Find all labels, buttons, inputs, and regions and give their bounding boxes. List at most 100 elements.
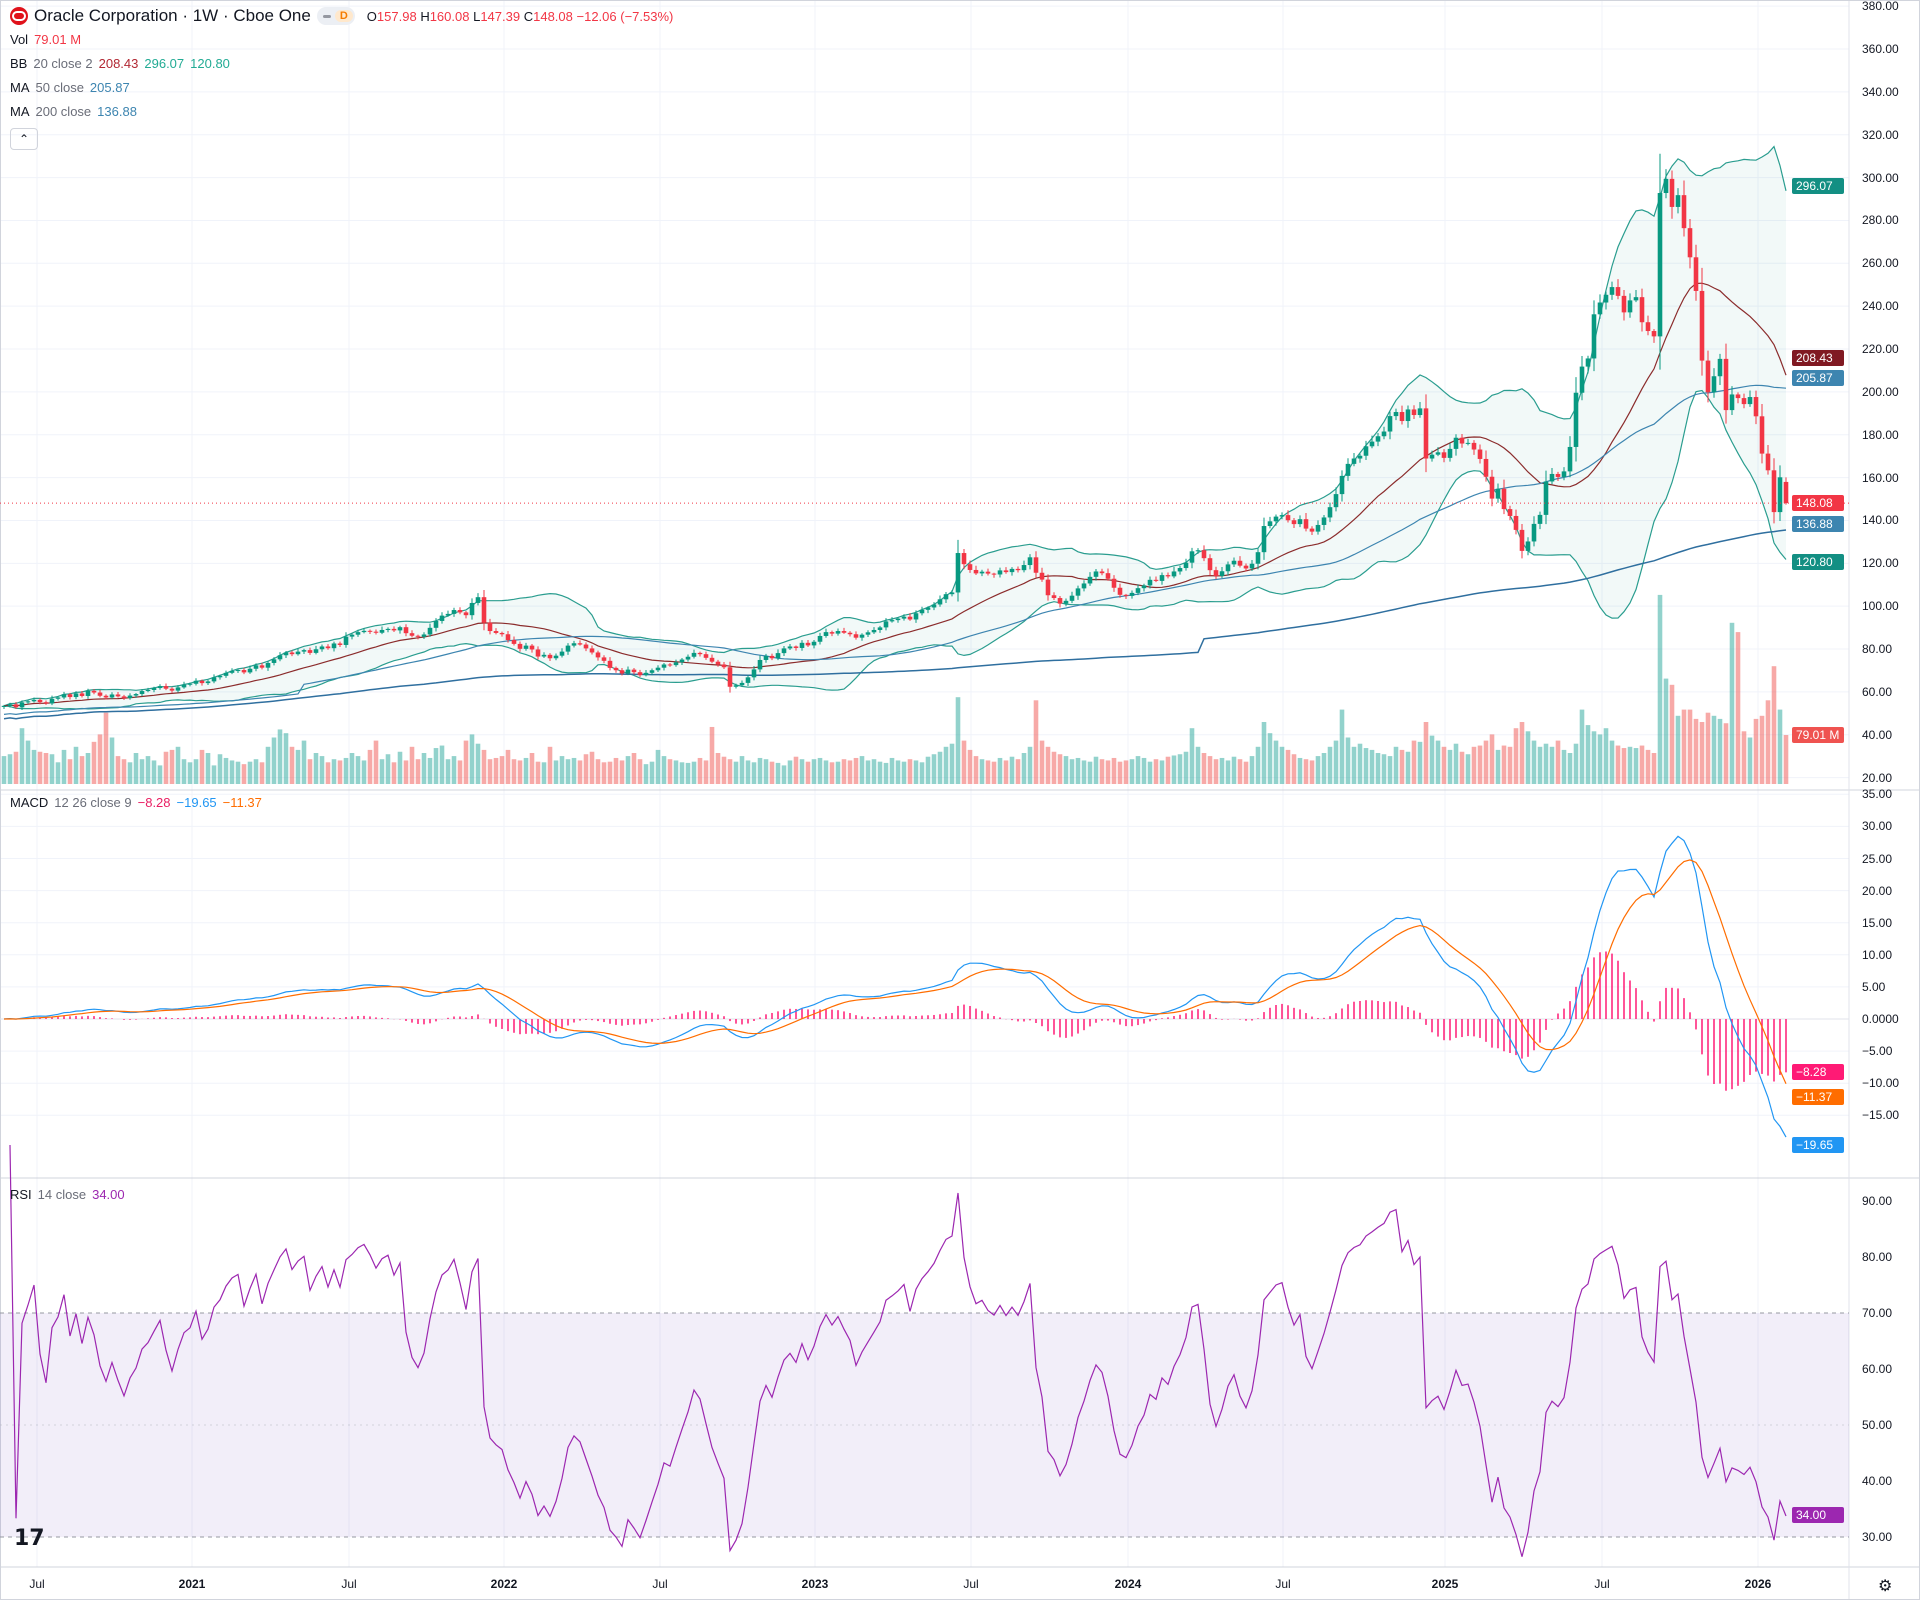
volume-legend[interactable]: Vol 79.01 M bbox=[10, 32, 81, 47]
time-axis-tick: Jul bbox=[652, 1577, 668, 1591]
candle bbox=[1603, 291, 1609, 310]
volume-bar bbox=[1453, 743, 1459, 784]
macd-axis-tick: −5.00 bbox=[1862, 1044, 1893, 1059]
ma50-legend[interactable]: MA 50 close 205.87 bbox=[10, 80, 130, 95]
bb-basis-line bbox=[3, 282, 1787, 707]
candle-body bbox=[1747, 397, 1753, 405]
ma200-legend[interactable]: MA 200 close 136.88 bbox=[10, 104, 137, 119]
candle-body bbox=[619, 670, 625, 674]
collapse-legend-button[interactable]: ⌃ bbox=[10, 128, 38, 150]
candle bbox=[1045, 574, 1051, 601]
volume-bar bbox=[1123, 760, 1129, 784]
volume-bar bbox=[1567, 753, 1573, 784]
volume-bar bbox=[67, 759, 73, 784]
time-axis-tick: Jul bbox=[29, 1577, 45, 1591]
bb-legend[interactable]: BB 20 close 2 208.43 296.07 120.80 bbox=[10, 56, 230, 71]
candle bbox=[1717, 353, 1723, 385]
candle-body bbox=[1609, 287, 1615, 295]
volume-bar bbox=[445, 759, 451, 784]
candle-body bbox=[475, 597, 481, 603]
candle bbox=[133, 693, 139, 698]
candle-body bbox=[883, 621, 889, 628]
volume-bar bbox=[157, 765, 163, 784]
candle-body bbox=[163, 686, 169, 689]
candle bbox=[1657, 153, 1663, 370]
volume-bar bbox=[391, 762, 397, 784]
candle-body bbox=[397, 627, 403, 631]
volume-bar bbox=[475, 743, 481, 784]
volume-bar bbox=[523, 757, 529, 784]
volume-bar bbox=[1021, 753, 1027, 784]
volume-bar bbox=[325, 762, 331, 784]
volume-bar bbox=[271, 737, 277, 784]
time-axis-tick: 2026 bbox=[1744, 1577, 1772, 1591]
candle-body bbox=[1297, 519, 1303, 525]
candle-body bbox=[991, 573, 997, 575]
candle-body bbox=[1411, 409, 1417, 416]
candle-body bbox=[175, 687, 181, 691]
candle bbox=[661, 663, 667, 671]
volume-bar bbox=[493, 757, 499, 784]
candle bbox=[205, 679, 211, 685]
candle-body bbox=[145, 689, 151, 692]
volume-bar bbox=[1291, 754, 1297, 784]
candle-body bbox=[1267, 521, 1273, 527]
time-axis-tick: 2021 bbox=[178, 1577, 206, 1591]
candle-body bbox=[871, 629, 877, 633]
volume-bar bbox=[1597, 734, 1603, 784]
candle-body bbox=[739, 682, 745, 686]
symbol-title[interactable]: Oracle Corporation · 1W · Cboe One bbox=[34, 6, 311, 25]
market-status-pill[interactable]: D bbox=[316, 7, 355, 25]
candle bbox=[1513, 509, 1519, 535]
candle-body bbox=[1075, 588, 1081, 596]
candle bbox=[727, 661, 733, 693]
candle bbox=[1507, 505, 1513, 521]
candle-body bbox=[1231, 560, 1237, 565]
candle-body bbox=[1615, 287, 1621, 296]
volume-bar bbox=[1069, 759, 1075, 784]
candle bbox=[775, 649, 781, 661]
macd-axis-tick: 35.00 bbox=[1862, 787, 1893, 802]
volume-bar bbox=[187, 762, 193, 784]
volume-bar bbox=[409, 746, 415, 784]
rsi-axis-tick: 60.00 bbox=[1862, 1362, 1893, 1376]
candle bbox=[895, 617, 901, 623]
candle-body bbox=[1069, 595, 1075, 601]
candle-body bbox=[1327, 507, 1333, 518]
candle-body bbox=[223, 672, 229, 676]
candle bbox=[7, 702, 13, 708]
candle bbox=[703, 651, 709, 660]
volume-bar bbox=[1225, 760, 1231, 784]
candle-body bbox=[751, 669, 757, 678]
macd-legend[interactable]: MACD 12 26 close 9 −8.28 −19.65 −11.37 bbox=[10, 795, 262, 810]
candle bbox=[1495, 483, 1501, 503]
volume-bar bbox=[1039, 740, 1045, 784]
volume-bar bbox=[205, 753, 211, 784]
candle-body bbox=[565, 645, 571, 652]
volume-bar bbox=[907, 759, 913, 784]
candle-body bbox=[733, 685, 739, 687]
volume-bar bbox=[1093, 756, 1099, 784]
candle bbox=[1351, 452, 1357, 467]
candle bbox=[1255, 548, 1261, 570]
candle-body bbox=[799, 642, 805, 648]
volume-bar bbox=[1, 756, 7, 784]
macd-axis-tick: −15.00 bbox=[1862, 1108, 1900, 1123]
volume-bar bbox=[1075, 757, 1081, 784]
ma200-badge: 136.88 bbox=[1792, 515, 1844, 532]
candle bbox=[1747, 390, 1753, 407]
price-axis-tick: 80.00 bbox=[1862, 642, 1893, 657]
candle-body bbox=[1051, 595, 1057, 599]
rsi-legend[interactable]: RSI 14 close 34.00 bbox=[10, 1187, 125, 1202]
candle bbox=[1435, 447, 1441, 457]
candle-body bbox=[823, 632, 829, 636]
candle bbox=[403, 624, 409, 637]
volume-bar bbox=[37, 751, 43, 784]
tradingview-logo[interactable]: 17 bbox=[14, 1526, 45, 1551]
volume-bar bbox=[1045, 746, 1051, 784]
candle bbox=[397, 625, 403, 634]
bb-basis-value: 208.43 bbox=[98, 56, 139, 71]
volume-bar bbox=[847, 760, 853, 784]
gear-icon[interactable]: ⚙ bbox=[1878, 1578, 1893, 1595]
